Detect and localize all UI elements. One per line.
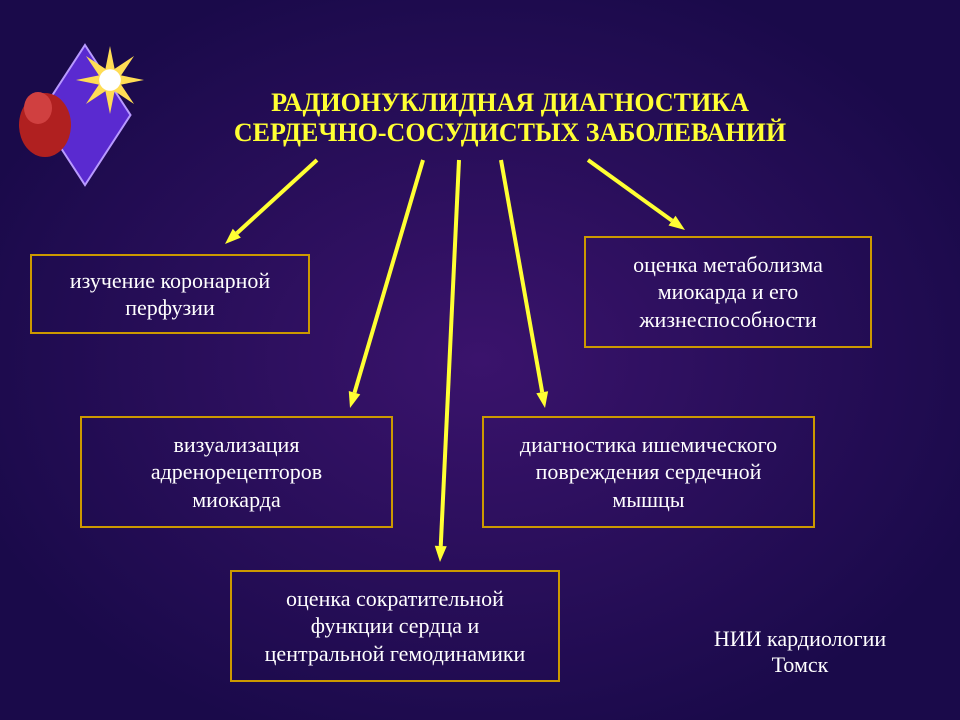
diamond-decor [19,45,131,185]
arrow-0-shaft [237,160,317,233]
heart-atrium-icon [24,92,52,124]
star-icon [76,46,144,114]
box-ischemic-label: диагностика ишемическогоповреждения серд… [520,431,777,514]
box-metabolism-label: оценка метаболизмамиокарда и егожизнеспо… [633,251,823,334]
arrow-4-head [435,546,447,562]
arrow-2-head [349,391,361,408]
star-core-icon [99,69,121,91]
arrow-2-shaft [355,160,423,393]
arrow-3-head [536,391,548,408]
arrow-1-shaft [588,160,672,221]
title-line2: СЕРДЕЧНО-СОСУДИСТЫХ ЗАБОЛЕВАНИЙ [234,118,786,147]
slide-title: РАДИОНУКЛИДНАЯ ДИАГНОСТИКА СЕРДЕЧНО-СОСУ… [185,88,835,148]
box-contract-label: оценка сократительнойфункции сердца ицен… [265,585,526,668]
arrow-4-shaft [441,160,459,546]
box-adreno: визуализацияадренорецепторовмиокарда [80,416,393,528]
box-coronary-label: изучение коронарнойперфузии [70,267,270,322]
heart-icon [19,93,71,157]
star-decor [76,46,144,114]
slide: РАДИОНУКЛИДНАЯ ДИАГНОСТИКА СЕРДЕЧНО-СОСУ… [0,0,960,720]
arrow-3-shaft [501,160,542,392]
box-ischemic: диагностика ишемическогоповреждения серд… [482,416,815,528]
diamond-icon [40,45,131,185]
box-metabolism: оценка метаболизмамиокарда и егожизнеспо… [584,236,872,348]
footer-line1: НИИ кардиологии [714,626,886,651]
arrow-0-head [225,229,241,244]
footer-line2: Томск [772,652,829,677]
box-contract: оценка сократительнойфункции сердца ицен… [230,570,560,682]
title-line1: РАДИОНУКЛИДНАЯ ДИАГНОСТИКА [271,88,749,117]
footer: НИИ кардиологии Томск [680,626,920,679]
arrow-1-head [669,216,685,230]
box-coronary: изучение коронарнойперфузии [30,254,310,334]
box-adreno-label: визуализацияадренорецепторовмиокарда [151,431,322,514]
